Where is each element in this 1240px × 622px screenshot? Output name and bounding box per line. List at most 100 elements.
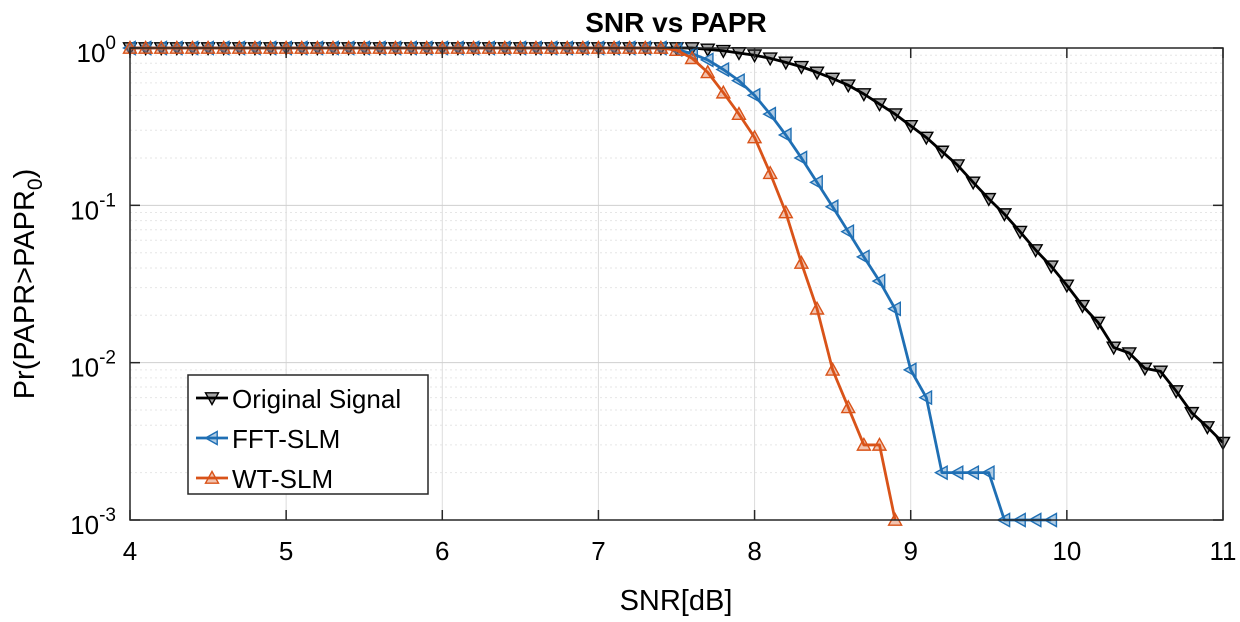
y-axis-label-subscript: 0 bbox=[24, 178, 47, 190]
data-point bbox=[1106, 341, 1122, 356]
data-point bbox=[809, 300, 825, 315]
data-point bbox=[1168, 385, 1184, 399]
y-tick-label: 100 bbox=[77, 33, 117, 68]
x-tick-label: 9 bbox=[903, 536, 917, 566]
y-tick-label-base: 10 bbox=[70, 510, 99, 540]
data-point bbox=[699, 52, 714, 68]
data-point bbox=[824, 199, 839, 215]
data-point bbox=[981, 192, 997, 207]
data-point bbox=[855, 249, 870, 265]
data-point bbox=[824, 72, 841, 87]
data-point bbox=[1012, 225, 1028, 240]
axis-ticks bbox=[129, 47, 1224, 521]
x-tick-label: 11 bbox=[1210, 536, 1237, 566]
data-point bbox=[762, 52, 778, 67]
legend-entry: FFT-SLM bbox=[196, 424, 340, 454]
data-point bbox=[793, 255, 810, 269]
data-point bbox=[778, 56, 794, 71]
data-point bbox=[856, 88, 872, 102]
legend-label: Original Signal bbox=[232, 384, 401, 414]
data-point bbox=[809, 66, 825, 81]
data-point bbox=[793, 150, 808, 166]
x-tick-label: 10 bbox=[1052, 536, 1081, 566]
data-point bbox=[918, 389, 933, 406]
data-point bbox=[1121, 347, 1138, 362]
data-point bbox=[980, 464, 995, 481]
legend-entry: WT-SLM bbox=[196, 464, 333, 494]
data-point bbox=[965, 464, 980, 481]
data-point bbox=[871, 436, 888, 451]
data-point bbox=[731, 72, 745, 89]
data-point bbox=[1199, 421, 1216, 435]
legend-label: WT-SLM bbox=[232, 464, 333, 494]
data-point bbox=[731, 106, 747, 121]
x-tick-label: 8 bbox=[747, 536, 761, 566]
y-tick-label-exponent: -2 bbox=[99, 348, 116, 369]
legend-swatch-marker bbox=[204, 430, 218, 446]
x-tick-label: 5 bbox=[279, 536, 293, 566]
plot-frame bbox=[129, 47, 1224, 521]
legend-swatch-marker bbox=[204, 470, 220, 484]
legend: Original Signal FFT-SLM WT-SLM bbox=[187, 374, 429, 495]
data-point bbox=[777, 127, 792, 143]
data-point bbox=[1043, 260, 1059, 275]
y-tick-label: 10-2 bbox=[70, 348, 116, 383]
data-point bbox=[1090, 316, 1106, 331]
data-point bbox=[840, 399, 856, 414]
data-point bbox=[762, 106, 777, 122]
data-point bbox=[778, 204, 794, 219]
data-point bbox=[715, 84, 732, 99]
y-axis-label-main: Pr(PAPR>PAPR bbox=[9, 190, 41, 399]
chart-title: SNR vs PAPR bbox=[585, 7, 767, 38]
data-point bbox=[887, 108, 903, 123]
y-tick-label: 10-1 bbox=[70, 190, 116, 225]
data-point bbox=[793, 60, 810, 75]
y-tick-label-exponent: 0 bbox=[105, 33, 116, 54]
data-point bbox=[918, 131, 935, 146]
legend-entry: Original Signal bbox=[196, 384, 401, 414]
data-point bbox=[856, 436, 872, 451]
y-axis-label-suffix: ) bbox=[9, 169, 41, 179]
data-point bbox=[840, 79, 856, 94]
data-point bbox=[824, 361, 841, 376]
x-tick-label: 4 bbox=[123, 536, 137, 566]
data-point bbox=[1027, 244, 1044, 258]
data-point bbox=[840, 223, 855, 240]
x-tick-label: 6 bbox=[435, 536, 449, 566]
y-tick-label-base: 10 bbox=[70, 353, 99, 383]
data-point bbox=[715, 61, 730, 78]
data-point bbox=[965, 176, 981, 191]
y-axis-label: Pr(PAPR>PAPR0) bbox=[9, 169, 47, 400]
data-point bbox=[700, 64, 716, 79]
data-point bbox=[762, 165, 778, 180]
data-point bbox=[746, 87, 761, 104]
data-point bbox=[1074, 299, 1091, 314]
data-point bbox=[871, 273, 886, 289]
series-layer bbox=[122, 40, 1231, 528]
data-point bbox=[1137, 362, 1153, 377]
data-point bbox=[1184, 406, 1200, 421]
x-axis-label: SNR[dB] bbox=[620, 585, 733, 617]
data-point bbox=[700, 43, 716, 58]
data-point bbox=[1152, 365, 1169, 380]
data-point bbox=[934, 464, 948, 481]
data-point bbox=[902, 362, 917, 378]
legend-swatch-marker bbox=[204, 392, 220, 406]
data-point bbox=[871, 98, 888, 113]
data-point bbox=[949, 159, 966, 174]
data-point bbox=[949, 464, 964, 481]
data-point bbox=[934, 145, 950, 160]
x-tick-labels: 4 5 6 7 8 9 10 11 bbox=[123, 536, 1237, 566]
data-point bbox=[668, 42, 685, 56]
data-point bbox=[903, 119, 919, 134]
y-tick-label-exponent: -3 bbox=[99, 505, 116, 526]
data-point bbox=[1059, 279, 1075, 294]
data-point bbox=[887, 301, 901, 317]
y-tick-label-exponent: -1 bbox=[99, 190, 116, 211]
y-tick-label-base: 10 bbox=[77, 38, 106, 68]
legend-box bbox=[187, 374, 429, 495]
y-tick-label-base: 10 bbox=[70, 195, 99, 225]
